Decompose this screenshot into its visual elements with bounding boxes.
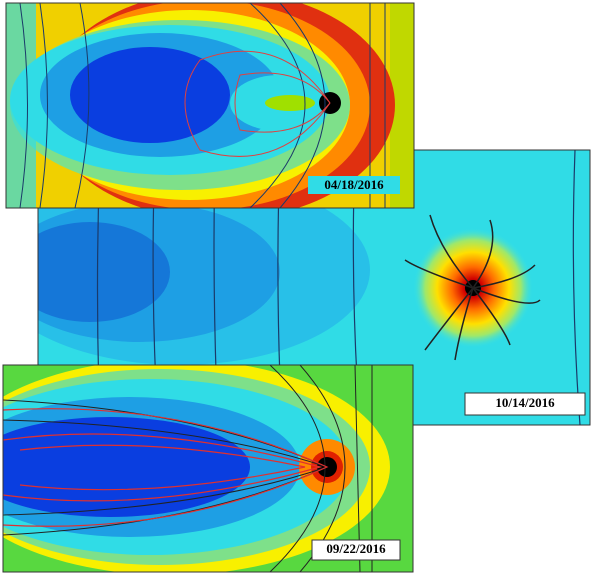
panel-3: 09/22/2016 <box>3 365 413 572</box>
date-label: 09/22/2016 <box>326 541 386 556</box>
date-label: 04/18/2016 <box>324 177 384 192</box>
panel-1: 04/18/2016 <box>6 3 414 208</box>
date-label: 10/14/2016 <box>495 395 555 410</box>
